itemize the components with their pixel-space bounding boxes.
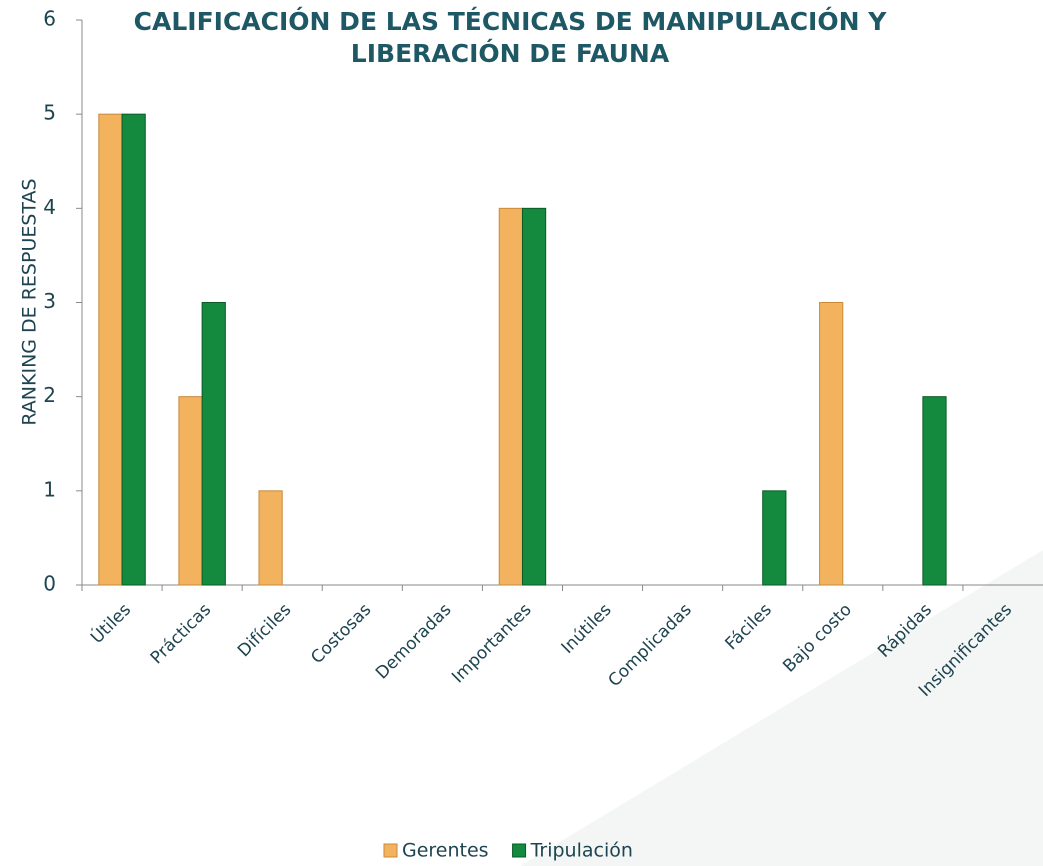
y-tick-label: 2 [43, 383, 56, 407]
y-tick-label: 3 [43, 289, 56, 313]
background-shape [520, 550, 1043, 866]
x-tick-label: Difíciles [234, 600, 295, 661]
x-tick-label: Prácticas [147, 600, 215, 668]
bar [258, 490, 283, 586]
bar [521, 207, 547, 586]
bar [498, 207, 523, 586]
y-tick-label: 0 [43, 572, 56, 596]
x-tick-label: Fáciles [722, 600, 776, 654]
x-tick-label: Complicadas [605, 600, 696, 691]
bar [178, 396, 203, 586]
bar [819, 302, 844, 586]
legend-swatch [383, 843, 398, 858]
y-tick-label: 1 [43, 477, 56, 501]
y-axis-label: RANKING DE RESPUESTAS [19, 178, 41, 425]
chart-title: CALIFICACIÓN DE LAS TÉCNICAS DE MANIPULA… [133, 7, 887, 68]
x-tick-label: Costosas [307, 600, 375, 668]
x-tick-label: Útiles [86, 598, 136, 648]
x-tick-label: Bajo costo [779, 600, 856, 677]
bar [201, 302, 226, 586]
x-tick-label: Inútiles [558, 600, 616, 658]
legend-label: Gerentes [402, 840, 489, 862]
y-tick-label: 4 [43, 195, 56, 219]
bar [121, 113, 146, 586]
bar [922, 396, 947, 586]
legend-swatch [512, 843, 527, 858]
legend-label: Tripulación [530, 840, 633, 862]
x-tick-label: Demoradas [372, 600, 456, 684]
y-tick-label: 6 [43, 7, 56, 31]
bar [98, 113, 123, 586]
x-tick-label: Importantes [448, 600, 535, 687]
y-tick-label: 5 [43, 101, 56, 125]
bar [762, 490, 787, 586]
